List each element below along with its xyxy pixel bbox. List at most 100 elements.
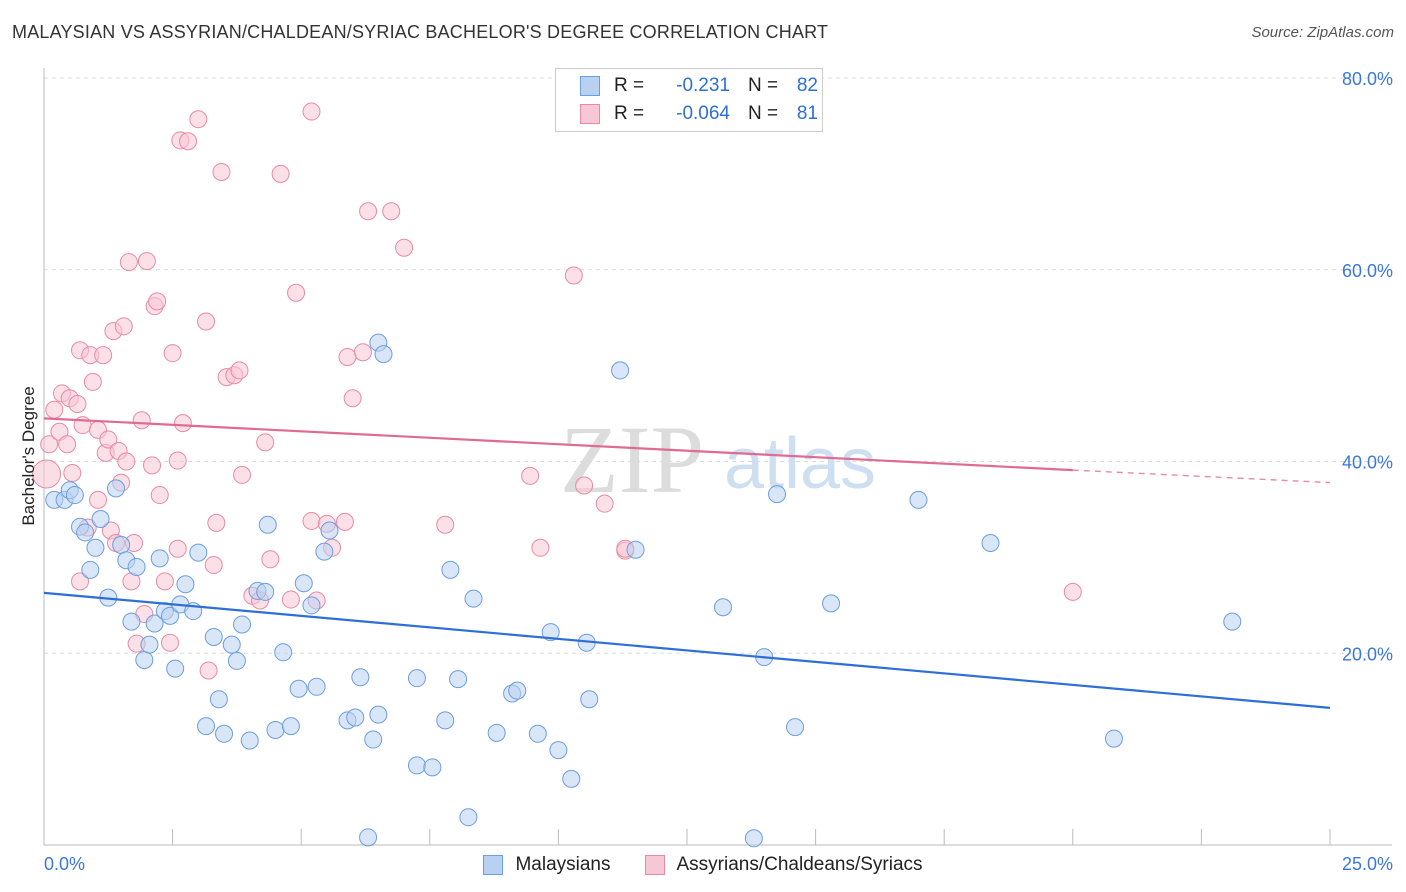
legend-item-malaysians: Malaysians bbox=[483, 854, 611, 876]
assyrians-point bbox=[197, 312, 216, 331]
malaysians-point bbox=[1223, 612, 1242, 631]
assyrians-point bbox=[83, 372, 102, 391]
malaysians-point bbox=[233, 615, 252, 634]
malaysians-point bbox=[107, 479, 126, 498]
assyrians-point bbox=[335, 512, 354, 531]
malaysians-point bbox=[508, 681, 527, 700]
malaysians-point bbox=[204, 627, 223, 646]
malaysians-point bbox=[459, 808, 478, 827]
assyrians-point bbox=[40, 435, 59, 454]
malaysians-point bbox=[364, 730, 383, 749]
malaysians-trend-line bbox=[43, 591, 1331, 709]
assyrians-point bbox=[58, 435, 77, 454]
malaysians-point bbox=[140, 635, 159, 654]
trend-lines bbox=[43, 417, 1331, 709]
y-tick-label: 20.0% bbox=[1342, 644, 1393, 664]
watermark-atlas: atlas bbox=[724, 424, 876, 504]
assyrians-point bbox=[68, 394, 87, 413]
malaysians-point bbox=[65, 486, 84, 505]
assyrians-point bbox=[233, 465, 252, 484]
malaysians-point bbox=[315, 542, 334, 561]
malaysians-point bbox=[541, 623, 560, 642]
malaysians-point bbox=[464, 589, 483, 608]
malaysians-point bbox=[197, 717, 216, 736]
legend-swatch-pink bbox=[644, 855, 665, 875]
malaysians-point bbox=[562, 769, 581, 788]
malaysians-point bbox=[528, 724, 547, 743]
malaysians-point bbox=[359, 828, 378, 847]
assyrians-point bbox=[150, 486, 169, 505]
assyrians-point bbox=[281, 590, 300, 609]
malaysians-point bbox=[81, 560, 100, 579]
legend-n-label: N = bbox=[748, 75, 779, 96]
malaysians-point bbox=[487, 723, 506, 742]
malaysians-point bbox=[611, 361, 630, 380]
assyrians-point bbox=[168, 539, 187, 558]
stats-legend: R = -0.231 N = 82 R = -0.064 N = 81 bbox=[555, 68, 823, 132]
malaysians-point bbox=[150, 549, 169, 568]
malaysians-point bbox=[266, 720, 285, 739]
malaysians-point bbox=[222, 635, 241, 654]
assyrians-point bbox=[204, 556, 223, 575]
assyrians-point bbox=[137, 252, 156, 271]
legend-row-assyrians: R = -0.064 N = 81 bbox=[580, 101, 818, 127]
malaysians-point bbox=[909, 490, 928, 509]
malaysians-point bbox=[346, 708, 365, 727]
assyrians-point bbox=[155, 572, 174, 591]
series-assyrians-points bbox=[32, 102, 1082, 680]
malaysians-point bbox=[441, 560, 460, 579]
malaysians-point bbox=[289, 679, 308, 698]
assyrians-point bbox=[63, 464, 82, 483]
legend-label: Assyrians/Chaldeans/Syriacs bbox=[676, 854, 923, 875]
malaysians-point bbox=[258, 515, 277, 534]
malaysians-point bbox=[274, 643, 293, 662]
malaysians-point bbox=[822, 594, 841, 613]
malaysians-point bbox=[176, 575, 195, 594]
assyrians-point bbox=[71, 572, 90, 591]
assyrians-point bbox=[212, 162, 231, 181]
legend-label: Malaysians bbox=[515, 854, 611, 875]
assyrians-point bbox=[143, 456, 162, 475]
malaysians-point bbox=[227, 651, 246, 670]
assyrians-point bbox=[114, 317, 133, 336]
legend-swatch-blue bbox=[483, 855, 504, 875]
legend-r-label: R = bbox=[614, 75, 645, 96]
assyrians-point bbox=[382, 202, 401, 221]
malaysians-point bbox=[436, 711, 455, 730]
assyrians-point bbox=[395, 238, 414, 257]
assyrians-point bbox=[207, 513, 226, 532]
series-legend: Malaysians Assyrians/Chaldeans/Syriacs bbox=[0, 852, 1406, 878]
assyrians-point bbox=[230, 361, 249, 380]
malaysians-point bbox=[407, 756, 426, 775]
assyrians-point bbox=[199, 661, 218, 680]
assyrians-point bbox=[148, 292, 167, 311]
legend-n-label: N = bbox=[748, 103, 779, 124]
assyrians-point bbox=[189, 110, 208, 129]
assyrians-point bbox=[575, 476, 594, 495]
x-tick-label: 0.0% bbox=[44, 854, 85, 874]
y-tick-label: 60.0% bbox=[1342, 261, 1393, 281]
malaysians-point bbox=[189, 543, 208, 562]
legend-swatch-pink bbox=[580, 104, 600, 124]
malaysians-point bbox=[626, 540, 645, 559]
malaysians-point bbox=[768, 485, 787, 504]
malaysians-point bbox=[1104, 729, 1123, 748]
malaysians-point bbox=[281, 717, 300, 736]
assyrians-point bbox=[436, 515, 455, 534]
assyrians-point bbox=[132, 411, 151, 430]
assyrians-point bbox=[32, 459, 62, 489]
malaysians-point bbox=[135, 650, 154, 669]
malaysians-point bbox=[307, 677, 326, 696]
malaysians-point bbox=[407, 669, 426, 688]
legend-r-value: -0.231 bbox=[676, 75, 730, 96]
assyrians-point bbox=[359, 202, 378, 221]
malaysians-point bbox=[351, 668, 370, 687]
assyrians-point bbox=[179, 132, 198, 151]
assyrians-point bbox=[1063, 582, 1082, 601]
malaysians-point bbox=[981, 533, 1000, 552]
y-axis-label: Bachelor's Degree bbox=[19, 386, 38, 525]
assyrians-point bbox=[302, 511, 321, 530]
assyrians-point bbox=[271, 164, 290, 183]
assyrians-point bbox=[287, 283, 306, 302]
